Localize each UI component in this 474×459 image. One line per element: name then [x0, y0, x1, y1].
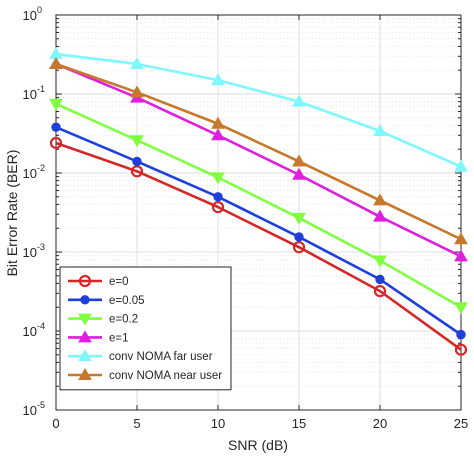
legend-label: e=0.05	[109, 295, 145, 307]
data-point	[292, 212, 306, 225]
legend-entry: e=0.05	[68, 295, 145, 307]
legend: e=0 e=0.05 e=0.2 e=1 conv NOMA far user conv …	[59, 266, 232, 391]
data-point	[130, 165, 144, 178]
series-2	[51, 122, 466, 340]
plot-frame	[55, 14, 462, 411]
legend-label: conv NOMA near user	[109, 370, 222, 382]
legend-marker	[78, 330, 92, 343]
data-point	[454, 302, 468, 315]
data-point	[454, 343, 468, 356]
y-tick-exponent: -5	[37, 400, 45, 410]
data-point	[211, 73, 225, 86]
legend-entry: e=1	[68, 330, 129, 344]
data-point	[294, 232, 304, 242]
data-point	[130, 56, 144, 69]
data-point	[51, 122, 61, 132]
y-tick-label: 10	[23, 403, 37, 418]
data-point	[130, 85, 144, 98]
y-axis-label: Bit Error Rate (BER)	[4, 150, 20, 277]
series-4	[49, 56, 468, 262]
series-5	[49, 47, 468, 172]
y-tick-label: 10	[23, 166, 37, 181]
x-tick-label: 25	[454, 416, 468, 431]
legend-entry: conv NOMA near user	[68, 367, 222, 382]
y-tick-label: 10	[23, 324, 37, 339]
data-point	[292, 241, 306, 254]
series-line	[55, 52, 462, 168]
data-point	[292, 94, 306, 107]
data-point	[132, 156, 142, 167]
legend-label: e=0.2	[109, 314, 138, 326]
x-tick-label: 5	[133, 416, 140, 431]
series-layer	[49, 47, 468, 356]
y-tick-label: 10	[23, 245, 37, 260]
legend-marker	[80, 295, 90, 305]
data-point	[456, 329, 466, 340]
data-point	[49, 98, 63, 111]
y-tick-exponent: -4	[37, 321, 45, 331]
x-tick-label: 15	[292, 416, 306, 431]
y-tick-label: 10	[23, 8, 37, 23]
y-tick-exponent: -1	[37, 84, 45, 94]
legend-entry: e=0.2	[68, 313, 138, 326]
x-tick-label: 0	[52, 416, 59, 431]
data-point	[213, 192, 223, 202]
x-axis-label: SNR (dB)	[228, 437, 288, 453]
data-point	[373, 193, 387, 206]
legend-marker	[78, 274, 92, 288]
series-line	[55, 62, 462, 258]
series-line	[55, 141, 462, 351]
legend-marker	[78, 367, 92, 380]
data-point	[211, 201, 225, 214]
data-point	[454, 249, 468, 262]
data-point	[373, 255, 387, 268]
data-point	[373, 209, 387, 222]
series-line	[55, 102, 462, 309]
series-line	[55, 125, 462, 336]
series-3	[49, 98, 468, 315]
series-line	[55, 62, 462, 241]
x-tick-label: 10	[211, 416, 225, 431]
series-1	[49, 136, 468, 356]
data-point	[211, 116, 225, 129]
data-point	[130, 135, 144, 148]
y-tick-exponent: -2	[37, 163, 45, 173]
data-point	[292, 154, 306, 167]
y-tick-exponent: 0	[37, 5, 42, 15]
y-tick-label: 10	[23, 87, 37, 102]
legend-box	[59, 266, 232, 391]
y-tick-exponent: -3	[37, 242, 45, 252]
legend-label: conv NOMA far user	[109, 351, 213, 363]
legend-label: e=0	[109, 276, 129, 288]
data-point	[454, 232, 468, 245]
legend-entry: e=0	[68, 274, 129, 288]
data-point	[375, 274, 385, 285]
data-point	[373, 284, 387, 298]
data-point	[373, 124, 387, 137]
data-point	[211, 172, 225, 185]
legend-marker	[78, 349, 92, 362]
data-point	[49, 136, 63, 150]
data-point	[49, 56, 63, 69]
data-point	[454, 159, 468, 172]
x-tick-label: 20	[373, 416, 387, 431]
data-point	[211, 128, 225, 141]
series-6	[49, 56, 468, 245]
data-point	[292, 167, 306, 180]
legend-marker	[78, 313, 92, 326]
legend-label: e=1	[109, 332, 129, 344]
legend-entry: conv NOMA far user	[68, 349, 213, 363]
